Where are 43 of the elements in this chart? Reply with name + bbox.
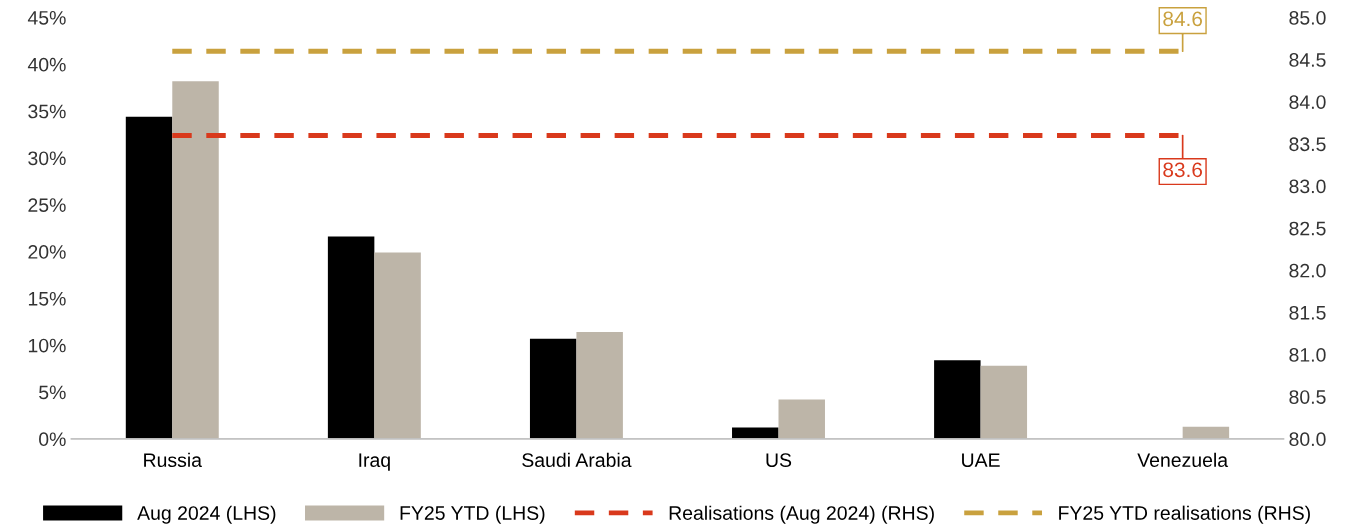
legend-label: FY25 YTD realisations (RHS) [1059, 505, 1310, 524]
y2-tick-label: 81.0 [1289, 348, 1326, 362]
y2-tick-label: 81.5 [1289, 305, 1326, 320]
x-tick-label: US [766, 453, 792, 468]
y-tick-label: 35% [28, 104, 66, 119]
y2-tick-label: 83.0 [1289, 179, 1326, 194]
bar [980, 365, 1028, 439]
bar [934, 360, 981, 439]
legend-label: Aug 2024 (LHS) [137, 505, 276, 524]
y-tick-label: 15% [28, 291, 66, 306]
y2-tick-label: 80.5 [1289, 390, 1326, 404]
y2-tick-label: 84.5 [1289, 53, 1326, 67]
bar [732, 427, 779, 439]
x-tick-label: Saudi Arabia [522, 452, 632, 468]
data-label: 83.6 [1163, 162, 1203, 178]
x-tick-label: Iraq [359, 453, 390, 471]
bar [172, 81, 219, 439]
y-tick-label: 25% [28, 198, 66, 212]
y2-tick-label: 82.5 [1289, 221, 1326, 236]
bar [529, 338, 577, 439]
y2-tick-label: 84.0 [1289, 95, 1326, 109]
y-tick-label: 40% [27, 57, 66, 72]
y2-tick-label: 85.0 [1289, 10, 1326, 25]
x-tick-label: Venezuela [1137, 452, 1229, 468]
y-tick-label: 20% [28, 245, 66, 259]
y-tick-label: 0% [39, 432, 66, 447]
legend-label: Realisations (Aug 2024) (RHS) [669, 505, 934, 524]
y2-tick-label: 82.0 [1289, 263, 1326, 278]
bar [125, 116, 173, 439]
y-tick-label: 10% [28, 338, 66, 353]
y2-tick-label: 83.5 [1289, 137, 1326, 152]
bar [374, 252, 421, 439]
bar [778, 399, 825, 439]
y-tick-label: 30% [28, 151, 66, 166]
data-label: 84.6 [1163, 11, 1203, 27]
bar [327, 236, 375, 439]
x-tick-label: UAE [962, 453, 1000, 468]
legend-label: FY25 YTD (LHS) [400, 505, 545, 524]
y-tick-label: 5% [39, 385, 66, 400]
y2-tick-label: 80.0 [1289, 432, 1326, 447]
x-tick-label: Russia [144, 452, 202, 468]
y-tick-label: 45% [27, 11, 66, 25]
bar [576, 332, 623, 439]
